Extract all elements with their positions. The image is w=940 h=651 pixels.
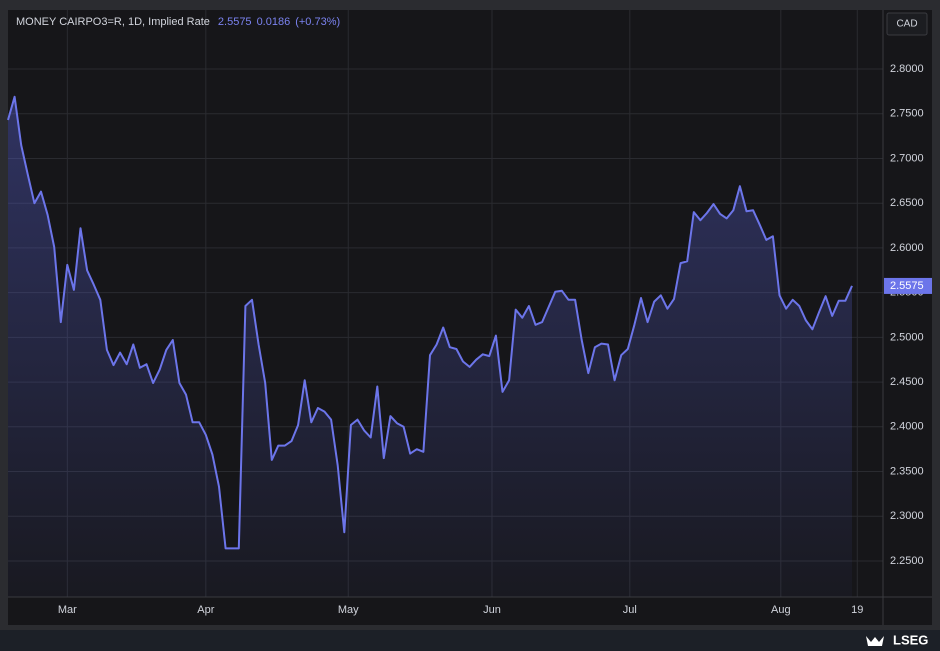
x-tick-label: Jul [623, 604, 637, 616]
plot [7, 95, 853, 598]
area-fill [8, 96, 852, 598]
price-tag-label: 2.5575 [890, 280, 924, 292]
y-tick-label: 2.2500 [890, 555, 924, 567]
y-tick-label: 2.5000 [890, 331, 924, 343]
y-tick-label: 2.3500 [890, 465, 924, 477]
footer [0, 630, 940, 651]
y-tick-label: 2.7500 [890, 108, 924, 120]
x-tick-label: Aug [771, 604, 791, 616]
y-tick-label: 2.3000 [890, 510, 924, 522]
currency-button[interactable] [886, 12, 928, 36]
y-tick-label: 2.7000 [890, 152, 924, 164]
logo-icon [866, 636, 884, 646]
chart-title: MONEY CAIRPO3=R, 1D, Implied Rate [16, 16, 210, 28]
y-tick-label: 2.4000 [890, 421, 924, 433]
x-tick-label: Jun [483, 604, 501, 616]
last-value: 2.5575 [218, 16, 252, 28]
y-tick-label: 2.6000 [890, 242, 924, 254]
x-tick-label: May [338, 604, 359, 616]
x-tick-label: 19 [851, 604, 863, 616]
change-pct: (+0.73%) [295, 16, 340, 28]
y-tick-label: 2.6500 [890, 197, 924, 209]
x-tick-label: Mar [58, 604, 77, 616]
brand: LSEG [893, 632, 928, 647]
currency[interactable]: CAD [896, 19, 917, 30]
y-tick-label: 2.8000 [890, 63, 924, 75]
x-tick-label: Apr [197, 604, 214, 616]
change: 0.0186 [257, 16, 291, 28]
price-tag [884, 277, 932, 294]
y-tick-label: 2.4500 [890, 376, 924, 388]
price-line [7, 95, 853, 550]
